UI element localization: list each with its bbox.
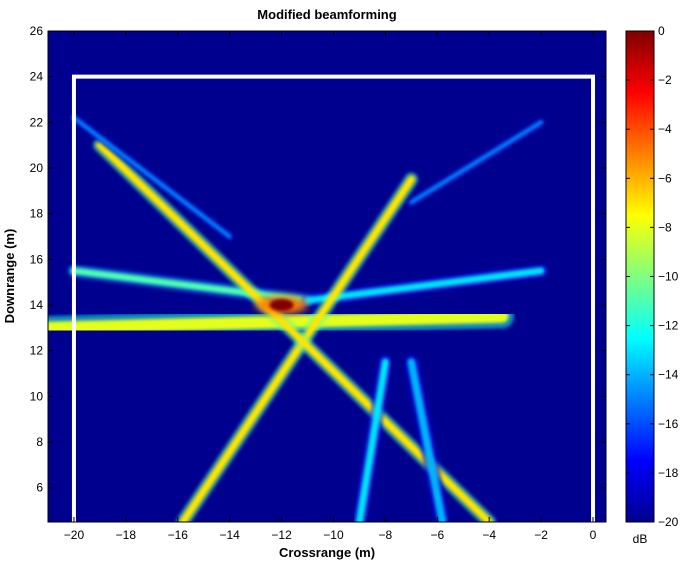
y-tick-label: 24 — [30, 70, 44, 84]
y-tick-label: 22 — [30, 115, 44, 129]
colorbar-tick-label: −20 — [658, 515, 679, 529]
x-axis-label: Crossrange (m) — [279, 545, 375, 560]
heatmap-band-6 — [409, 120, 544, 205]
heatmap-band-3 — [179, 175, 416, 522]
room-outline-layer — [71, 74, 596, 522]
heatmap-band-2 — [304, 267, 545, 304]
x-tick-label: −6 — [430, 528, 444, 542]
chart-title: Modified beamforming — [257, 7, 396, 22]
colorbar-ticks: 0 −2 −4 −6 −8 −10 −12 −14 −16 −18 −20 — [626, 24, 679, 529]
colorbar-tick-label: −12 — [658, 319, 679, 333]
heatmap-features — [48, 81, 548, 522]
x-tick-label: −16 — [168, 528, 189, 542]
colorbar-tick-label: −18 — [658, 466, 679, 480]
x-tick-label: −14 — [219, 528, 240, 542]
y-axis-ticks: 6 8 10 12 14 16 18 20 22 24 26 — [30, 24, 606, 495]
y-tick-label: 8 — [36, 435, 43, 449]
y-axis-label: Downrange (m) — [2, 229, 17, 324]
colorbar-tick-label: 0 — [658, 24, 665, 38]
y-tick-label: 12 — [30, 344, 44, 358]
x-tick-label: −12 — [271, 528, 292, 542]
y-tick-label: 20 — [30, 161, 44, 175]
y-tick-label: 16 — [30, 252, 44, 266]
colorbar-tick-label: −8 — [658, 220, 672, 234]
y-tick-label: 26 — [30, 24, 44, 38]
colorbar-tick-label: −2 — [658, 73, 672, 87]
colorbar-tick-label: −10 — [658, 270, 679, 284]
colorbar-tick-label: −14 — [658, 368, 679, 382]
y-tick-label: 14 — [30, 298, 44, 312]
heatmap-peak — [269, 299, 294, 312]
colorbar-tick-label: −16 — [658, 417, 679, 431]
y-tick-label: 6 — [36, 481, 43, 495]
x-tick-label: −8 — [379, 528, 393, 542]
x-tick-label: −20 — [64, 528, 85, 542]
colorbar — [625, 30, 655, 523]
x-tick-label: −10 — [323, 528, 344, 542]
colorbar-tick-label: −6 — [658, 171, 672, 185]
colorbar-label: dB — [633, 532, 648, 546]
plot-frame — [47, 30, 607, 523]
x-tick-label: −18 — [116, 528, 137, 542]
y-tick-label: 18 — [30, 207, 44, 221]
y-tick-label: 10 — [30, 389, 44, 403]
room-outline — [71, 74, 596, 522]
x-tick-label: −4 — [482, 528, 496, 542]
heatmap-band-5 — [71, 115, 232, 239]
colorbar-tick-label: −4 — [658, 122, 672, 136]
x-axis-ticks: −20 −18 −16 −14 −12 −10 −8 −6 −4 −2 0 — [64, 31, 597, 542]
x-tick-label: −2 — [534, 528, 548, 542]
heatmap-band-9 — [407, 358, 447, 522]
x-tick-label: 0 — [590, 528, 597, 542]
heatmap-band-8 — [355, 358, 390, 522]
